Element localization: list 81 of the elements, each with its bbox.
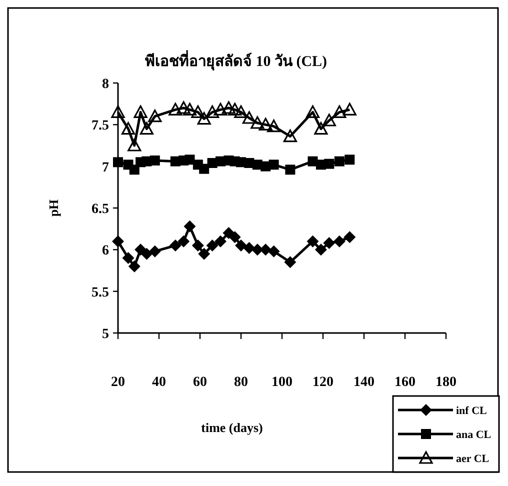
legend-label: inf CL (456, 405, 487, 417)
point (128, 260, 140, 272)
point (184, 220, 196, 232)
point (214, 102, 228, 116)
point (206, 105, 220, 118)
legend-label: aer CL (456, 453, 490, 465)
point (214, 235, 226, 248)
point (342, 102, 356, 116)
point (283, 130, 297, 142)
point (121, 122, 136, 135)
point (344, 154, 355, 165)
point (197, 112, 211, 125)
y-tick-label: 5 (102, 327, 109, 342)
point (111, 105, 125, 118)
point (235, 240, 247, 252)
point (268, 160, 279, 170)
point (150, 156, 160, 166)
point (222, 101, 236, 114)
point (176, 101, 190, 114)
y-tick-label: 6.5 (92, 202, 109, 217)
y-tick-label: 6 (102, 244, 109, 259)
point (314, 122, 328, 135)
point (222, 227, 235, 239)
y-tick-label: 5.5 (92, 285, 109, 300)
point (306, 235, 319, 248)
point (178, 235, 190, 248)
point (112, 235, 124, 248)
point (140, 248, 153, 260)
x-tick-label: 140 (354, 375, 374, 390)
point (191, 105, 205, 118)
point (134, 105, 148, 118)
point (228, 102, 242, 116)
point (184, 154, 195, 165)
x-tick-label: 80 (234, 375, 248, 390)
point (182, 102, 197, 116)
chart-title: พีเอชที่อายุสลัดจ์ 10 วัน (CL) (144, 50, 328, 71)
y-tick-label: 7.5 (92, 118, 109, 134)
y-axis-title: pH (46, 199, 61, 217)
x-axis-title: time (days) (201, 420, 263, 435)
point (140, 122, 154, 135)
point (332, 105, 346, 118)
point (242, 111, 256, 124)
point (148, 245, 161, 258)
x-tick-label: 180 (436, 375, 456, 390)
x-tick-label: 40 (152, 375, 166, 390)
x-tick-label: 100 (272, 375, 292, 390)
point (268, 245, 280, 258)
point (129, 164, 140, 175)
legend-label: ana CL (456, 429, 492, 441)
point (234, 105, 248, 118)
point (113, 157, 123, 168)
y-tick-label: 7 (102, 160, 109, 176)
point (228, 231, 241, 244)
point (334, 156, 344, 166)
point (128, 138, 142, 152)
point (168, 102, 182, 116)
point (285, 164, 296, 175)
point (250, 116, 264, 129)
point (284, 256, 296, 268)
point (134, 244, 147, 256)
point (148, 110, 162, 122)
point (267, 120, 281, 132)
point (306, 105, 320, 118)
point (206, 240, 218, 252)
point (344, 231, 356, 244)
point (243, 242, 256, 254)
x-tick-label: 60 (193, 375, 207, 390)
point (314, 244, 327, 256)
x-tick-label: 160 (394, 375, 416, 390)
point (258, 118, 272, 130)
point (333, 235, 346, 248)
point (122, 252, 134, 264)
x-tick-label: 20 (111, 375, 125, 390)
point (324, 158, 334, 169)
point (192, 240, 204, 252)
point (323, 237, 336, 249)
point (322, 114, 336, 126)
y-tick-label: 8 (102, 77, 109, 92)
x-tick-label: 120 (312, 375, 334, 390)
point (169, 240, 182, 252)
point (198, 248, 210, 260)
